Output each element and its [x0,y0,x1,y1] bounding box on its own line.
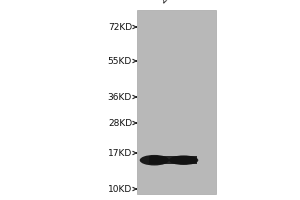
Text: 72KD: 72KD [108,22,132,31]
Text: 10KD: 10KD [108,184,132,194]
Ellipse shape [169,155,198,165]
Text: 28KD: 28KD [108,118,132,128]
Text: 36KD: 36KD [108,92,132,102]
Ellipse shape [140,155,169,165]
Bar [149,156,197,164]
Text: 55KD: 55KD [108,56,132,66]
Text: 17KD: 17KD [108,148,132,158]
Bar [136,10,216,194]
Text: 293: 293 [158,0,178,5]
